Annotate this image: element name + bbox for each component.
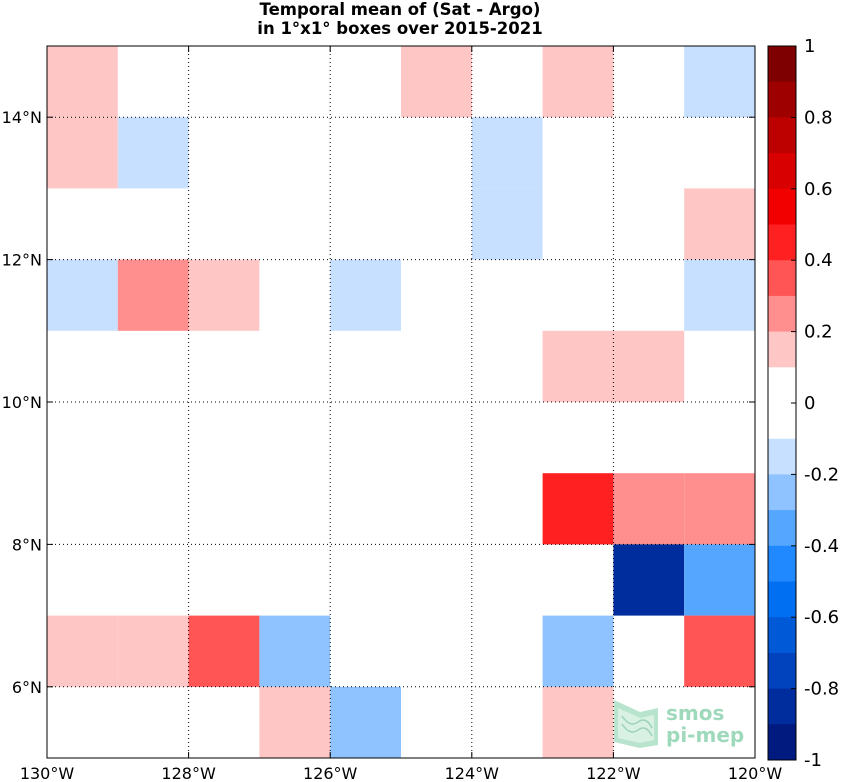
y-tick-label: 12°N [2, 251, 42, 270]
heatmap-cell [542, 686, 614, 758]
colorbar-bin [768, 510, 796, 547]
heatmap-cell [613, 330, 685, 402]
colorbar-bin [768, 81, 796, 118]
colorbar-tick-label: -0.4 [804, 536, 839, 557]
x-axis-tick-labels: 130°W 128°W 126°W 124°W 122°W 120°W [20, 764, 783, 782]
heatmap-cell [471, 117, 543, 189]
heatmap-cell [542, 473, 614, 545]
y-tick-label: 6°N [12, 678, 42, 697]
heatmap-cell [613, 473, 685, 545]
watermark-text-pi-mep: pi-mep [666, 723, 744, 747]
colorbar-tick-label: -0.8 [804, 679, 839, 700]
y-tick-label: 8°N [12, 535, 42, 554]
heatmap-cell [684, 46, 755, 118]
colorbar-tick-label: 0.4 [804, 250, 833, 271]
heatmap-cell [117, 615, 189, 687]
colorbar-tick-label: -0.2 [804, 464, 839, 485]
axis-ticks [46, 46, 756, 758]
colorbar-bin [768, 403, 796, 440]
colorbar-bin [768, 652, 796, 690]
heatmap-cell [542, 46, 614, 118]
colorbar-bin [768, 545, 796, 582]
colorbar-bin [768, 581, 796, 618]
y-tick-label: 10°N [2, 393, 42, 412]
chart-title: Temporal mean of (Sat - Argo) in 1°x1° b… [0, 0, 800, 38]
heatmap-cell [47, 46, 118, 118]
heatmap-cell [684, 473, 755, 545]
grid-lines [47, 46, 755, 758]
heatmap-cell [542, 330, 614, 402]
wave-icon [614, 700, 658, 748]
heatmap-cell [47, 259, 118, 331]
x-tick-label: 128°W [161, 764, 216, 782]
colorbar [767, 45, 797, 761]
heatmap-cell [259, 686, 331, 758]
colorbar-bin [768, 367, 796, 404]
x-tick-label: 130°W [20, 764, 75, 782]
colorbar-tick-label: 0 [804, 393, 815, 414]
chart-title-line-1: Temporal mean of (Sat - Argo) [259, 0, 541, 19]
smos-pi-mep-logo: smos pi-mep [614, 700, 744, 748]
watermark-text-smos: smos [666, 701, 724, 725]
heatmap-cell [684, 544, 755, 616]
x-tick-label: 124°W [445, 764, 500, 782]
heatmap-cell [47, 117, 118, 189]
heatmap-cell [188, 259, 260, 331]
colorbar-tick-label: 0.6 [804, 179, 833, 200]
colorbar-bin [768, 46, 796, 83]
colorbar-tick-labels: 1 0.8 0.6 0.4 0.2 0 -0.2 -0.4 -0.6 -0.8 -1 [804, 36, 839, 771]
colorbar-tick-label: -1 [804, 750, 822, 771]
colorbar-bin [768, 688, 796, 725]
heatmap-cell [117, 117, 189, 189]
colorbar-bin [768, 617, 796, 654]
colorbar-tick-label: 0.8 [804, 107, 833, 128]
x-tick-label: 120°W [728, 764, 783, 782]
colorbar-tick-label: 1 [804, 36, 815, 57]
colorbar-bin [768, 153, 796, 190]
colorbar-tick-label: 0.2 [804, 322, 833, 343]
colorbar-bin [768, 474, 796, 511]
y-axis-tick-labels: 6°N 8°N 10°N 12°N 14°N [2, 108, 42, 697]
y-tick-label: 14°N [2, 108, 42, 127]
chart-title-line-2: in 1°x1° boxes over 2015-2021 [257, 19, 543, 38]
heatmap-cells [47, 46, 755, 758]
heatmap-cell [684, 615, 755, 687]
x-tick-label: 122°W [586, 764, 641, 782]
heatmap-cell [613, 544, 685, 616]
colorbar-bin [768, 724, 796, 761]
colorbar-bin [768, 224, 796, 261]
heatmap-cell [117, 259, 189, 331]
colorbar-bin [768, 331, 796, 368]
heatmap-cell [259, 615, 331, 687]
heatmap-cell [471, 188, 543, 260]
heatmap-cell [401, 46, 472, 118]
colorbar-tick-label: -0.6 [804, 607, 839, 628]
x-tick-label: 126°W [303, 764, 358, 782]
colorbar-bin [768, 188, 796, 225]
colorbar-bin [768, 438, 796, 475]
colorbar-bin [768, 117, 796, 154]
colorbar-bin [768, 260, 796, 297]
heatmap-cell [330, 686, 401, 758]
heatmap-cell [188, 615, 260, 687]
heatmap-cell [684, 259, 755, 331]
heatmap-cell [542, 615, 614, 687]
heatmap-cell [684, 188, 755, 260]
colorbar-bin [768, 295, 796, 333]
heatmap-cell [330, 259, 401, 331]
heatmap-cell [47, 615, 118, 687]
